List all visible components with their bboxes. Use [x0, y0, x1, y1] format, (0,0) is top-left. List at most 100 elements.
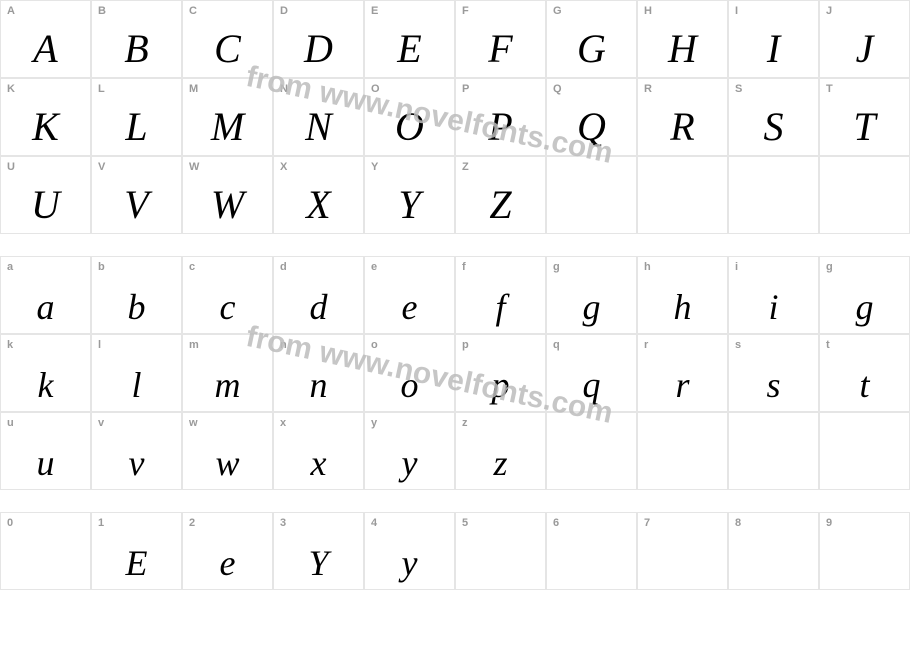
glyph-cell: FF: [455, 0, 546, 78]
glyph-cell-glyph: S: [764, 107, 784, 147]
glyph-row: uuvvwwxxyyzz: [0, 412, 910, 490]
glyph-cell: xx: [273, 412, 364, 490]
glyph-cell: tt: [819, 334, 910, 412]
glyph-cell: nn: [273, 334, 364, 412]
glyph-cell-label: h: [644, 261, 651, 273]
glyph-cell-label: m: [189, 339, 199, 351]
glyph-cell-glyph: B: [124, 29, 148, 69]
glyph-cell-glyph: u: [37, 445, 55, 481]
glyph-cell: [637, 156, 728, 234]
glyph-cell-label: 5: [462, 517, 468, 529]
glyph-cell-glyph: g: [856, 289, 874, 325]
glyph-cell: WW: [182, 156, 273, 234]
glyph-cell-label: P: [462, 83, 469, 95]
glyph-cell-glyph: f: [495, 289, 505, 325]
glyph-cell-label: G: [553, 5, 562, 17]
glyph-cell: ee: [364, 256, 455, 334]
glyph-cell-label: D: [280, 5, 288, 17]
glyph-cell: XX: [273, 156, 364, 234]
glyph-cell-label: u: [7, 417, 14, 429]
glyph-group-uppercase: AABBCCDDEEFFGGHHIIJJKKLLMMNNOOPPQQRRSSTT…: [0, 0, 910, 234]
glyph-cell: LL: [91, 78, 182, 156]
glyph-cell: ff: [455, 256, 546, 334]
glyph-cell: JJ: [819, 0, 910, 78]
glyph-cell-glyph: z: [493, 445, 507, 481]
glyph-cell-glyph: e: [402, 289, 418, 325]
glyph-cell: pp: [455, 334, 546, 412]
glyph-cell-glyph: N: [305, 107, 332, 147]
glyph-cell-glyph: D: [304, 29, 333, 69]
glyph-cell-glyph: O: [395, 107, 424, 147]
glyph-cell-label: 4: [371, 517, 377, 529]
glyph-cell-label: L: [98, 83, 105, 95]
glyph-cell: EE: [364, 0, 455, 78]
glyph-cell-glyph: c: [220, 289, 236, 325]
glyph-cell-label: 6: [553, 517, 559, 529]
glyph-cell-label: 1: [98, 517, 104, 529]
glyph-cell-label: M: [189, 83, 198, 95]
glyph-cell: hh: [637, 256, 728, 334]
glyph-cell-label: 3: [280, 517, 286, 529]
glyph-cell-glyph: Y: [308, 545, 328, 581]
glyph-cell-label: 0: [7, 517, 13, 529]
glyph-cell: VV: [91, 156, 182, 234]
glyph-cell: yy: [364, 412, 455, 490]
glyph-cell: II: [728, 0, 819, 78]
glyph-cell: rr: [637, 334, 728, 412]
glyph-cell: 7: [637, 512, 728, 590]
glyph-cell-glyph: W: [211, 185, 244, 225]
glyph-cell-label: Y: [371, 161, 378, 173]
glyph-cell: [546, 156, 637, 234]
glyph-cell-glyph: h: [674, 289, 692, 325]
glyph-cell: 1E: [91, 512, 182, 590]
glyph-cell-label: o: [371, 339, 378, 351]
glyph-cell: 6: [546, 512, 637, 590]
glyph-cell-label: b: [98, 261, 105, 273]
glyph-row: kkllmmnnooppqqrrsstt: [0, 334, 910, 412]
glyph-cell-glyph: V: [124, 185, 148, 225]
glyph-cell-label: A: [7, 5, 15, 17]
glyph-row: aabbccddeeffgghhiigg: [0, 256, 910, 334]
glyph-cell-label: H: [644, 5, 652, 17]
glyph-cell-glyph: U: [31, 185, 60, 225]
glyph-cell: UU: [0, 156, 91, 234]
glyph-cell-glyph: x: [311, 445, 327, 481]
glyph-cell: ss: [728, 334, 819, 412]
glyph-cell-glyph: Q: [577, 107, 606, 147]
glyph-cell: cc: [182, 256, 273, 334]
glyph-cell: zz: [455, 412, 546, 490]
glyph-cell-glyph: k: [38, 367, 54, 403]
glyph-cell: ZZ: [455, 156, 546, 234]
glyph-cell: 5: [455, 512, 546, 590]
glyph-cell-glyph: E: [126, 545, 148, 581]
glyph-cell-label: x: [280, 417, 286, 429]
glyph-cell-label: N: [280, 83, 288, 95]
glyph-cell-label: F: [462, 5, 469, 17]
glyph-cell-label: y: [371, 417, 377, 429]
glyph-cell-label: 8: [735, 517, 741, 529]
glyph-cell: [637, 412, 728, 490]
glyph-cell: bb: [91, 256, 182, 334]
glyph-cell: AA: [0, 0, 91, 78]
glyph-cell-label: Z: [462, 161, 469, 173]
glyph-cell-glyph: a: [37, 289, 55, 325]
glyph-cell-glyph: Y: [398, 185, 420, 225]
glyph-cell-glyph: L: [125, 107, 147, 147]
glyph-cell-label: a: [7, 261, 13, 273]
glyph-cell: 0: [0, 512, 91, 590]
glyph-cell: vv: [91, 412, 182, 490]
glyph-cell-glyph: P: [488, 107, 512, 147]
glyph-cell: [819, 412, 910, 490]
glyph-cell: [546, 412, 637, 490]
glyph-cell-label: S: [735, 83, 742, 95]
glyph-cell-label: 2: [189, 517, 195, 529]
glyph-cell-label: p: [462, 339, 469, 351]
glyph-cell-glyph: M: [211, 107, 244, 147]
glyph-cell: 4y: [364, 512, 455, 590]
glyph-cell-glyph: H: [668, 29, 697, 69]
glyph-cell: dd: [273, 256, 364, 334]
glyph-cell-glyph: e: [220, 545, 236, 581]
glyph-group-digits: 01E2e3Y4y56789: [0, 512, 910, 590]
glyph-cell: qq: [546, 334, 637, 412]
glyph-cell-glyph: l: [131, 367, 141, 403]
